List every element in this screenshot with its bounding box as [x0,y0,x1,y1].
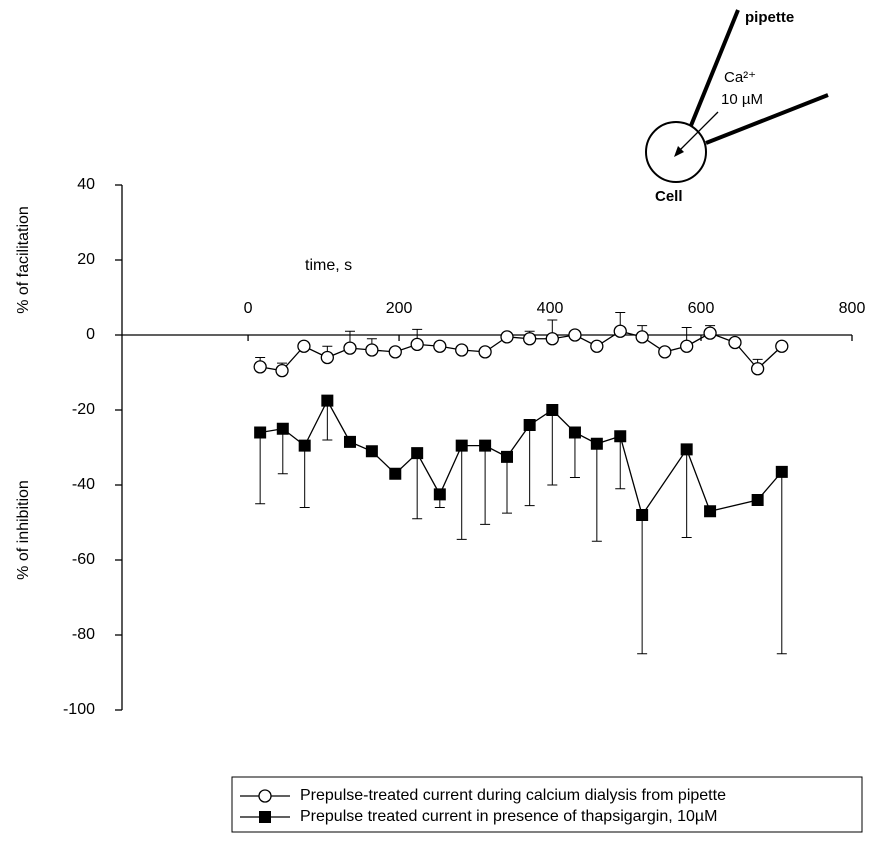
y-tick-label: 0 [86,326,95,343]
arrow [677,111,719,153]
point [775,339,789,353]
point [636,509,649,521]
y-axis-label: % of facilitation [15,206,32,314]
point [410,337,424,352]
point [365,343,379,357]
point [455,439,468,452]
point [275,363,289,378]
annotation: Ca²⁺ [724,69,756,86]
point [728,335,742,350]
point [568,328,582,342]
point [703,326,717,340]
pipette-wall [705,93,829,145]
point [568,426,581,439]
point [523,332,537,346]
legend-marker [259,811,271,823]
schematic [645,9,829,183]
series-line [260,399,783,517]
point [750,362,765,376]
point [433,339,447,353]
point [343,435,356,448]
point [365,445,378,458]
point [658,345,672,359]
x-axis-label: time, s [305,257,352,274]
point [775,465,788,478]
x-tick-label: 800 [839,300,866,317]
annotation: Cell [655,188,683,205]
point [254,426,267,439]
point [680,339,694,353]
y-tick-label: -20 [72,401,95,418]
y-tick-label: -100 [63,701,95,718]
point [433,488,446,501]
y-tick-label: -60 [72,551,95,568]
point [590,339,604,353]
point [751,494,764,506]
point [411,447,424,460]
point [613,324,627,338]
point [343,341,357,355]
x-tick-label: 400 [537,300,564,317]
point [680,443,693,456]
point [320,350,334,365]
y-tick-label: 20 [77,251,95,268]
point [455,343,469,357]
annotation: pipette [745,9,794,26]
point [298,439,311,452]
point [297,339,311,353]
point [590,437,603,450]
legend-label: Prepulse treated current in presence of … [300,808,717,825]
legend-marker [258,789,272,803]
series-line [260,330,783,372]
point [478,345,492,359]
arrow-head [674,146,684,157]
point [388,345,402,359]
point [276,422,289,435]
point [479,439,492,452]
x-tick-label: 0 [244,300,253,317]
legend-label: Prepulse-treated current during calcium … [300,787,726,804]
point [253,360,267,374]
y-tick-label: 40 [77,176,95,193]
point [704,505,717,518]
x-tick-label: 200 [386,300,413,317]
y-axis-label: % of inhibition [15,480,32,580]
point [523,419,536,431]
point [500,330,514,344]
y-tick-label: -40 [72,476,95,493]
point [635,330,649,344]
point [389,467,402,480]
legend [231,776,863,833]
point [545,332,559,346]
annotation: 10 µM [721,91,763,108]
point [546,404,559,416]
x-tick-label: 600 [688,300,715,317]
pipette-wall [688,9,740,129]
point [501,450,514,463]
point [614,430,627,443]
point [321,394,334,407]
y-tick-label: -80 [72,626,95,643]
